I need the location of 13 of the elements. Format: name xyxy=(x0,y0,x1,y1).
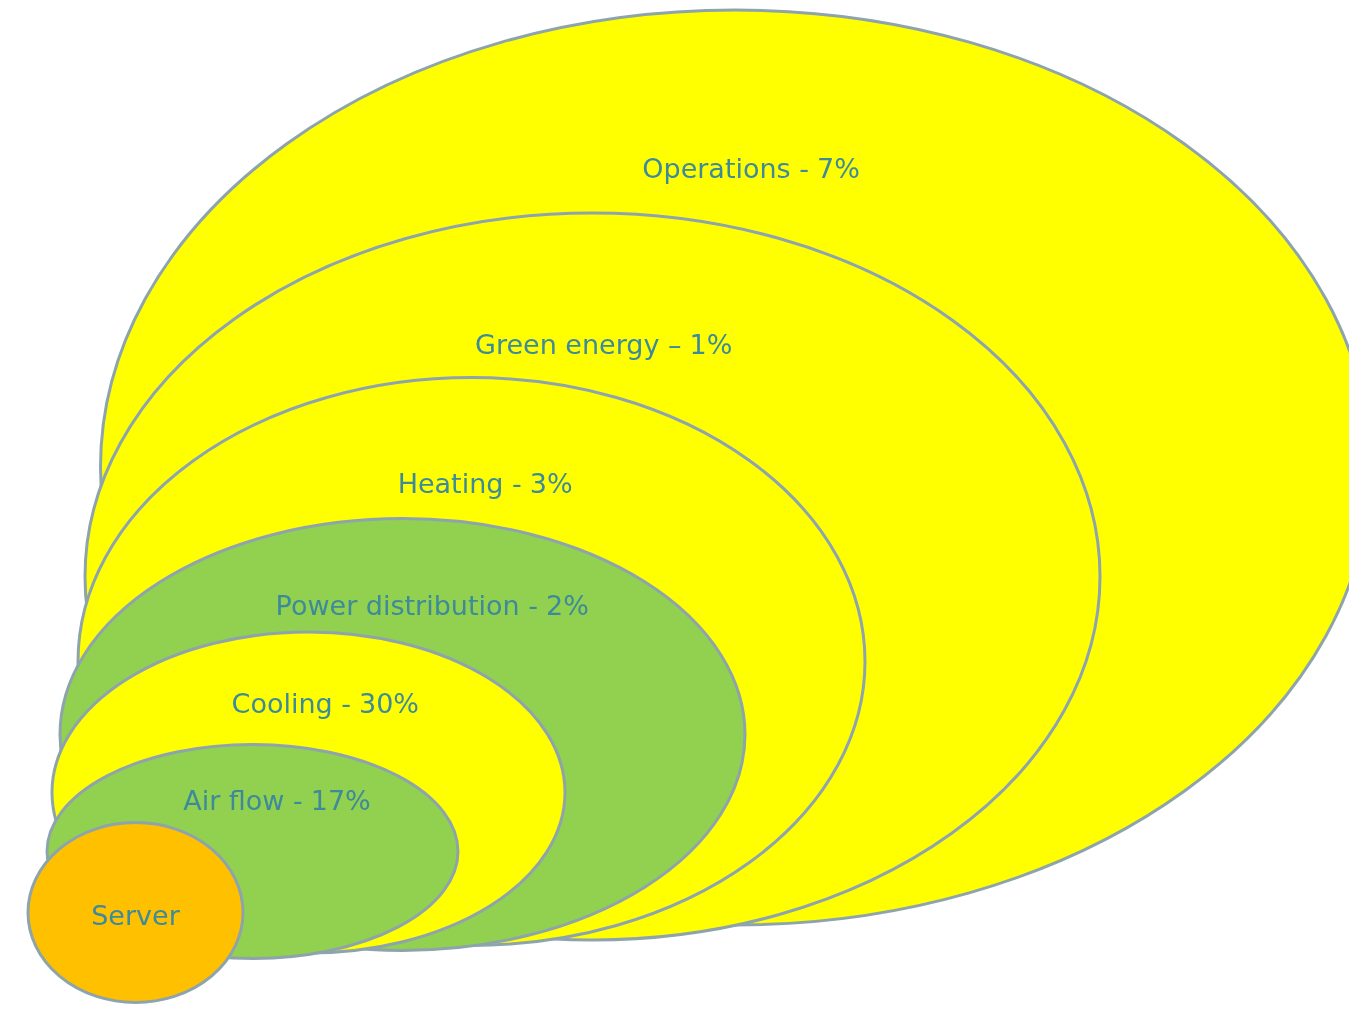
data-label: 30% xyxy=(359,688,420,719)
category-label: Cooling - xyxy=(231,688,352,719)
category-label: Heating - xyxy=(397,468,522,499)
category-label: Server xyxy=(91,900,181,931)
data-label: 3% xyxy=(529,468,573,499)
data-label: 7% xyxy=(817,153,860,184)
category-label: Air flow - xyxy=(183,785,303,816)
category-label: Operations - xyxy=(642,153,810,184)
data-label: 1% xyxy=(689,329,733,360)
data-label: 2% xyxy=(546,590,589,621)
category-label: Green energy – xyxy=(474,329,682,360)
category-label: Power distribution - xyxy=(275,590,538,621)
data-label: 17% xyxy=(310,785,371,816)
